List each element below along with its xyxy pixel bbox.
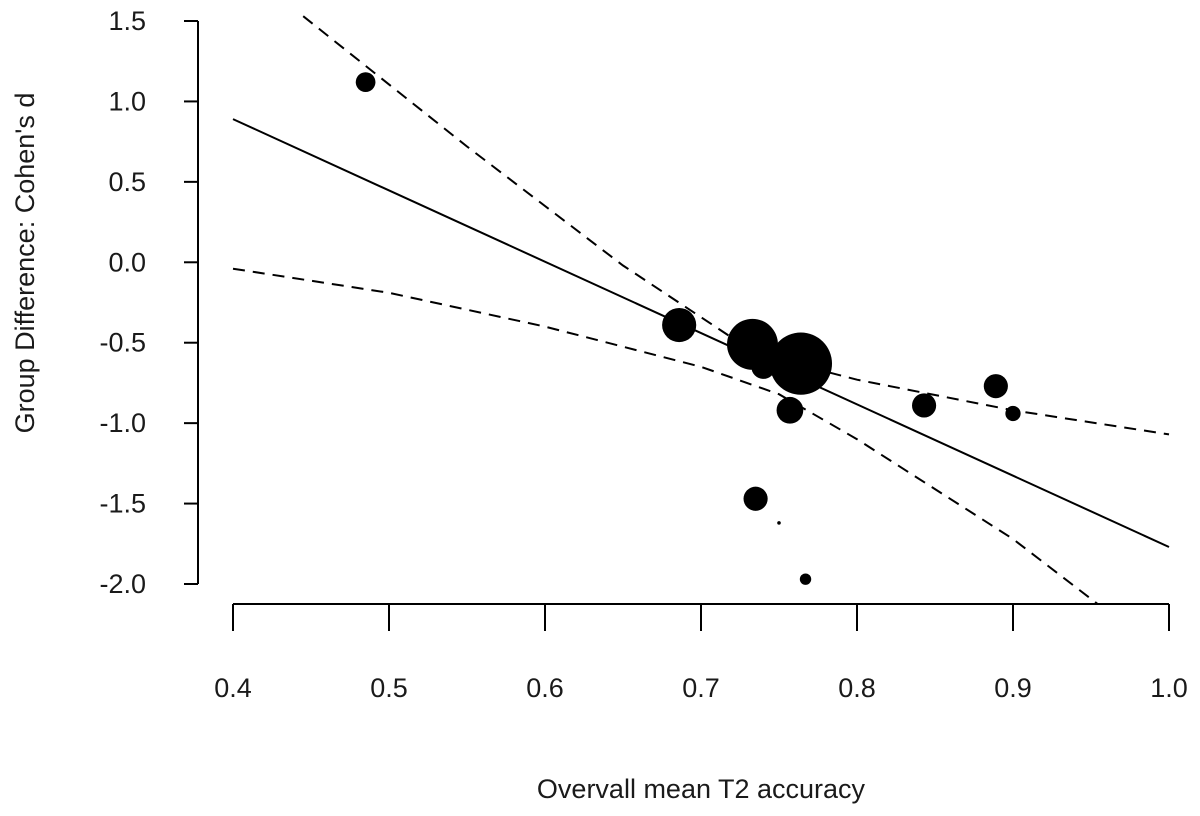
y-tick-label: -0.5: [99, 328, 146, 358]
y-tick-label: 1.0: [108, 86, 146, 116]
x-tick-label: 0.8: [838, 673, 876, 703]
data-point: [662, 307, 697, 343]
y-axis: 1.5 1.0 0.5 0.0 -0.5 -1.0 -1.5 -2.0: [99, 6, 199, 599]
x-tick-label: 0.7: [682, 673, 720, 703]
data-points: [355, 72, 1021, 585]
data-point: [769, 332, 833, 395]
y-tick-label: 1.5: [108, 6, 146, 36]
data-point: [799, 573, 812, 585]
data-point: [983, 374, 1008, 399]
data-point: [743, 486, 768, 511]
ci-lower-line: [232, 267, 1100, 604]
x-axis-title: Overvall mean T2 accuracy: [537, 774, 866, 804]
data-point: [1005, 405, 1021, 422]
regression-line: [232, 118, 1170, 548]
y-tick-label: -2.0: [99, 569, 146, 599]
x-axis: 0.4 0.5 0.6 0.7 0.8 0.9 1.0: [214, 603, 1188, 703]
data-point: [776, 396, 804, 424]
data-point: [912, 393, 937, 418]
x-tick-label: 0.5: [370, 673, 408, 703]
x-tick-label: 0.4: [214, 673, 252, 703]
ci-upper-line: [302, 15, 1170, 436]
y-axis-title: Group Difference: Cohen's d: [10, 93, 40, 434]
data-point: [355, 72, 376, 92]
y-tick-label: 0.5: [108, 167, 146, 197]
x-tick-label: 0.6: [526, 673, 564, 703]
data-point: [751, 354, 776, 379]
y-tick-label: -1.0: [99, 408, 146, 438]
x-tick-label: 0.9: [994, 673, 1032, 703]
data-point: [777, 521, 781, 525]
y-tick-label: -1.5: [99, 489, 146, 519]
x-tick-label: 1.0: [1150, 673, 1188, 703]
fit-lines: [232, 15, 1170, 604]
y-tick-label: 0.0: [108, 247, 146, 277]
